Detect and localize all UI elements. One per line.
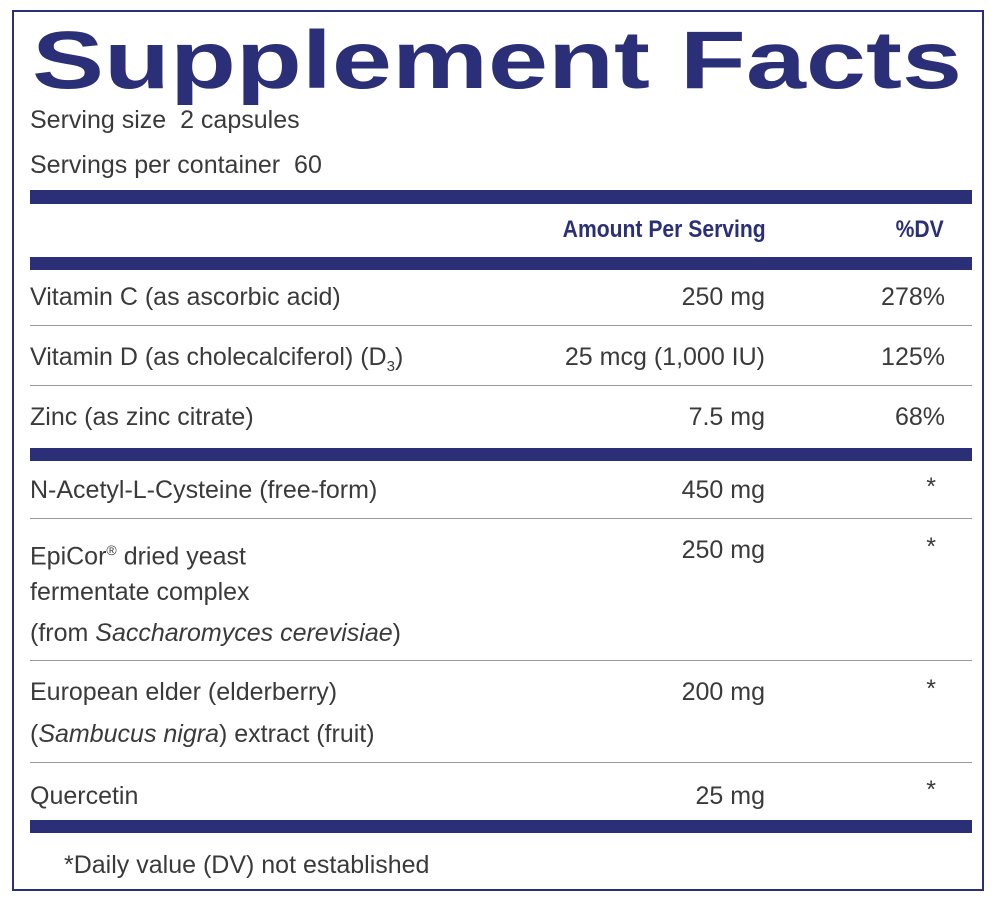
rule [30, 448, 972, 461]
text: ) extract (fruit) [218, 720, 375, 748]
ingredient: (from Saccharomyces cerevisiae) [30, 618, 401, 648]
dv: * [926, 473, 936, 501]
amount: 250 mg [681, 536, 765, 564]
servings: Servings per container 60 [30, 150, 322, 180]
amount: 25 mcg (1,000 IU) [564, 343, 765, 371]
column-header: Amount Per Serving [562, 216, 766, 243]
ingredient: N-Acetyl-L-Cysteine (free-form) [30, 476, 378, 504]
ingredient: Quercetin [30, 782, 139, 810]
label: Servings per container [30, 151, 281, 179]
ingredient: (Sambucus nigra) extract (fruit) [30, 719, 375, 749]
divider [30, 660, 972, 661]
amount: 200 mg [681, 678, 765, 706]
footnote: *Daily value (DV) not established [64, 851, 430, 879]
value: 2 capsules [180, 106, 300, 134]
ingredient: fermentate complex [30, 578, 250, 606]
amount: 450 mg [681, 476, 765, 504]
divider [30, 385, 972, 386]
text: ) [392, 619, 401, 647]
label: Serving size [30, 106, 167, 134]
amount: 250 mg [681, 283, 765, 311]
label-border [12, 10, 984, 891]
value: 60 [294, 151, 322, 179]
ingredient: European elder (elderberry) [30, 678, 338, 706]
amount: 7.5 mg [688, 403, 765, 431]
text: Vitamin D (as cholecalciferol) (D [30, 343, 387, 371]
dv: * [926, 675, 936, 703]
rule [30, 820, 972, 833]
title-area: Supplement Facts [32, 15, 962, 106]
nutrient: Zinc (as zinc citrate) [30, 403, 254, 431]
italic-text: Sambucus nigra [38, 720, 219, 748]
text: EpiCor [30, 542, 107, 571]
rule [30, 190, 972, 204]
superscript: ® [106, 542, 117, 558]
column-header: %DV [895, 216, 944, 243]
nutrient: Vitamin D (as cholecalciferol) (D3) [30, 342, 403, 382]
title: Supplement Facts [32, 15, 962, 106]
ingredient: EpiCor® dried yeast [30, 535, 246, 571]
dv: 278% [881, 283, 945, 311]
nutrient: Vitamin C (as ascorbic acid) [30, 283, 341, 311]
subscript: 3 [386, 358, 395, 375]
text: dried yeast [116, 542, 246, 571]
italic-text: Saccharomyces cerevisiae [95, 619, 393, 647]
amount: 25 mg [695, 782, 765, 810]
text: (from [30, 619, 96, 647]
text: ) [394, 343, 404, 371]
text: ( [30, 720, 39, 748]
dv: 68% [894, 403, 945, 431]
divider [30, 518, 972, 519]
rule [30, 257, 972, 270]
dv: 125% [881, 343, 945, 371]
dv: * [926, 776, 936, 804]
divider [30, 762, 972, 763]
serving-size: Serving size 2 capsules [30, 105, 300, 135]
divider [30, 325, 972, 326]
dv: * [926, 533, 936, 561]
